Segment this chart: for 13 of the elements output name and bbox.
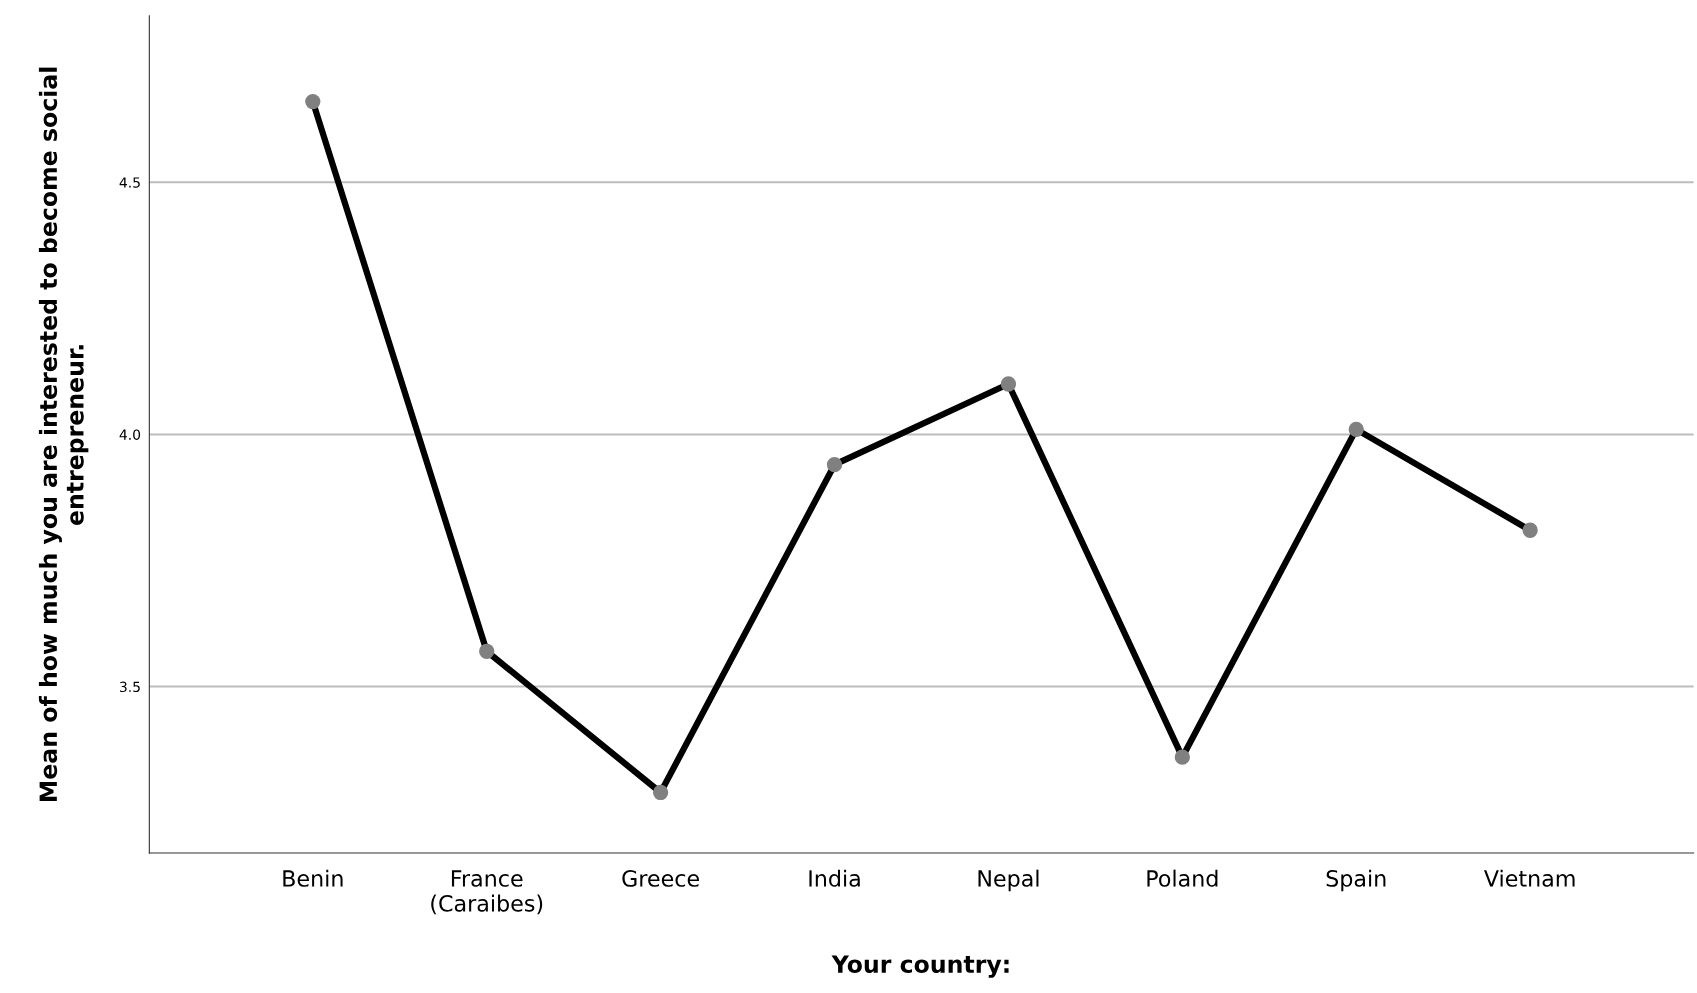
y-tick-label: 4.5 bbox=[119, 177, 140, 188]
x-tick-label: Spain bbox=[1326, 869, 1386, 892]
x-tick-label: Greece bbox=[622, 870, 699, 887]
x-tick-label: Benin bbox=[283, 869, 343, 887]
y-axis-title: Mean of how much you are interested to become social entrepreneur. bbox=[38, 67, 89, 802]
x-tick-label: India bbox=[809, 869, 860, 887]
x-axis-title: Your country: bbox=[831, 955, 1009, 978]
y-tick-label: 3.5 bbox=[119, 681, 140, 693]
y-tick-label: 4.0 bbox=[119, 429, 141, 440]
x-tick-label: Vietnam bbox=[1484, 869, 1575, 887]
x-tick-label: France (Caraibes) bbox=[431, 870, 543, 915]
x-tick-label: Poland bbox=[1147, 869, 1218, 887]
x-tick-label: Nepal bbox=[978, 869, 1039, 892]
